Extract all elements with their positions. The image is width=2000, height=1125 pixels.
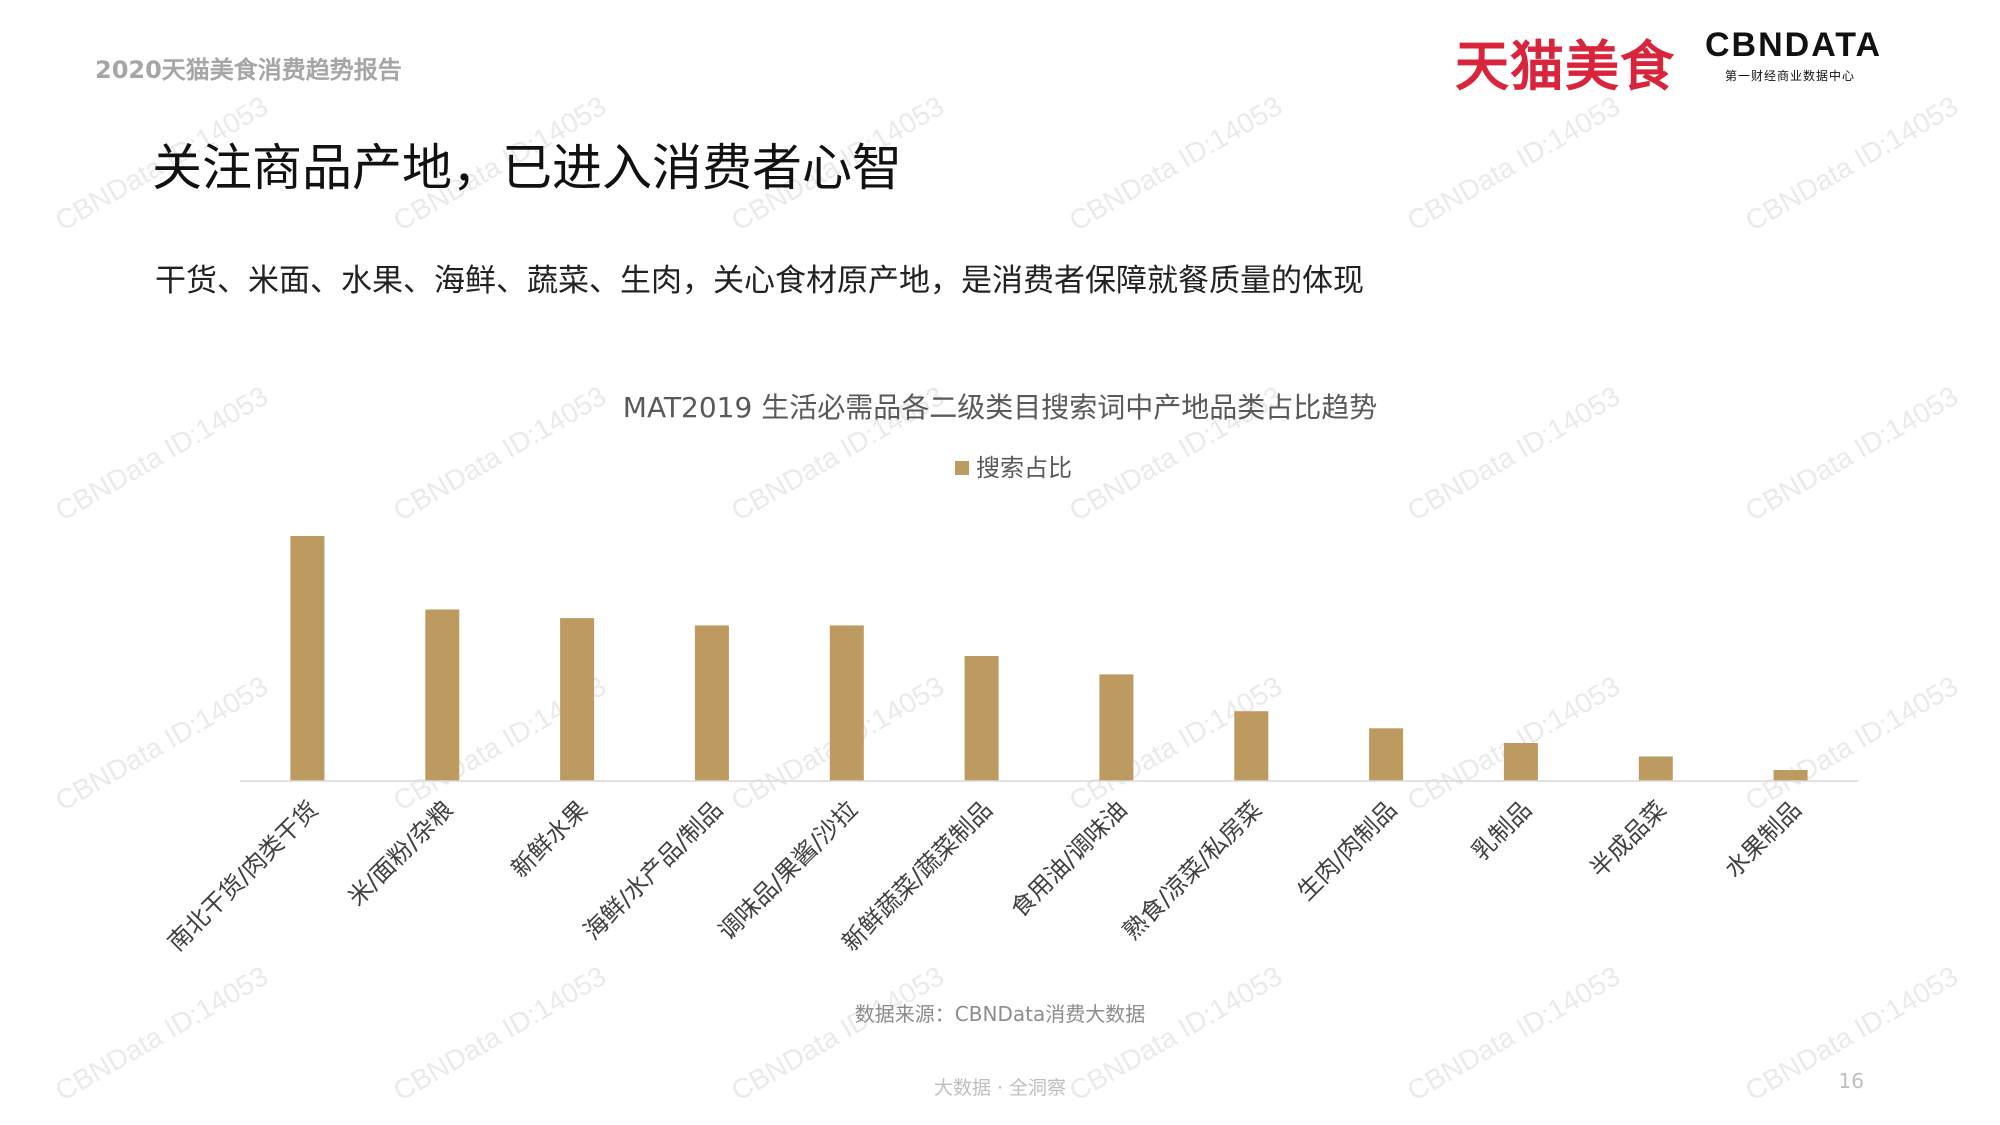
bar xyxy=(1234,711,1269,781)
bar xyxy=(1369,728,1404,781)
bar xyxy=(290,536,325,781)
page-title: 关注商品产地，已进入消费者心智 xyxy=(152,139,902,197)
x-tick-label: 米/面粉/杂粮 xyxy=(342,795,458,911)
legend-label: 搜索占比 xyxy=(976,454,1072,482)
x-tick-label: 食用油/调味油 xyxy=(1005,795,1132,922)
bar xyxy=(1638,756,1673,781)
x-tick-label: 熟食/凉菜/私房菜 xyxy=(1117,795,1267,945)
bar xyxy=(1773,770,1808,781)
chart-title: MAT2019 生活必需品各二级类目搜索词中产地品类占比趋势 xyxy=(623,391,1377,424)
bar xyxy=(1099,674,1134,781)
x-tick-label: 海鲜/水产品/制品 xyxy=(578,795,728,945)
page-number: 16 xyxy=(1838,1069,1864,1093)
page-subtitle: 干货、米面、水果、海鲜、蔬菜、生肉，关心食材原产地，是消费者保障就餐质量的体现 xyxy=(155,263,1364,299)
cbndata-logo-brand: CBNDATA xyxy=(1705,26,1883,64)
bar xyxy=(694,625,729,781)
legend-swatch xyxy=(955,461,969,475)
x-tick-label: 新鲜蔬菜/蔬菜制品 xyxy=(837,795,998,956)
x-tick-label: 生肉/肉制品 xyxy=(1292,795,1402,905)
bar xyxy=(1503,743,1538,781)
tmall-food-logo: 天猫美食 xyxy=(1455,35,1675,98)
x-tick-label: 半成品菜 xyxy=(1584,795,1672,883)
footer-slogan: 大数据 · 全洞察 xyxy=(933,1077,1067,1099)
x-tick-label: 南北干货/肉类干货 xyxy=(162,795,323,956)
x-tick-label: 乳制品 xyxy=(1466,795,1537,866)
bar xyxy=(560,618,595,781)
x-tick-label: 调味品/果酱/沙拉 xyxy=(713,795,863,945)
report-title: 2020天猫美食消费趋势报告 xyxy=(95,56,402,84)
x-tick-label: 水果制品 xyxy=(1719,795,1807,883)
cbndata-logo-tagline: 第一财经商业数据中心 xyxy=(1724,69,1855,83)
cbndata-logo: CBNDATA 第一财经商业数据中心 xyxy=(1705,26,1883,84)
x-tick-label: 新鲜水果 xyxy=(506,795,594,883)
bar xyxy=(964,656,999,781)
bar xyxy=(425,609,460,781)
bar xyxy=(829,625,864,781)
data-source-note: 数据来源：CBNData消费大数据 xyxy=(854,1002,1146,1026)
chart-legend: 搜索占比 xyxy=(955,454,1072,482)
